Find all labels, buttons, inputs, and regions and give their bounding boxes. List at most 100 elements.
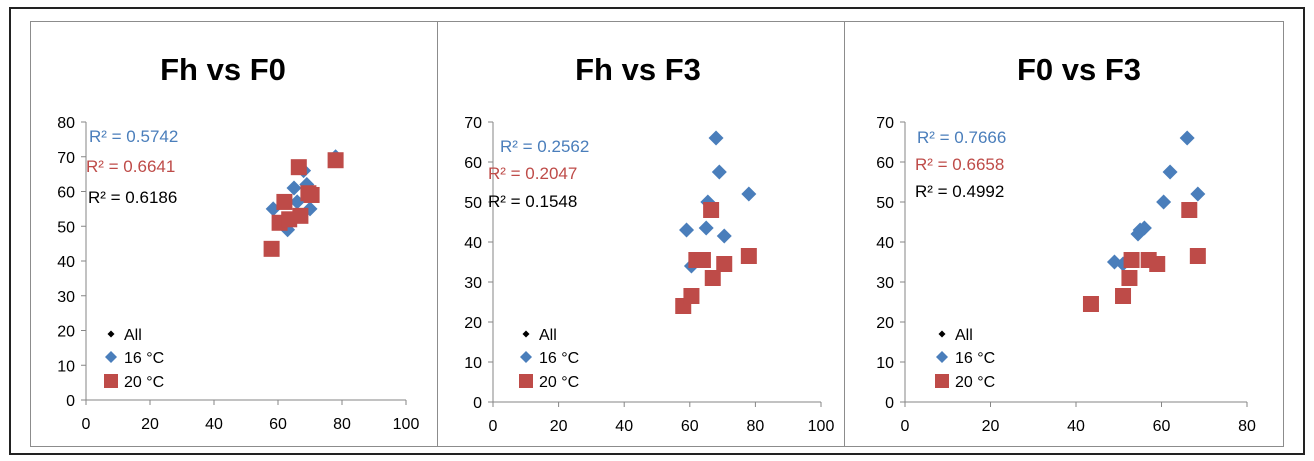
- x-tick-label: 100: [808, 418, 835, 435]
- x-tick-label: 80: [333, 416, 351, 433]
- r-squared-label: R² = 0.6186: [88, 188, 177, 207]
- y-tick-label: 0: [473, 395, 482, 412]
- legend-marker-20c: [104, 374, 118, 388]
- data-point-16c: [265, 201, 281, 217]
- legend-label: All: [539, 327, 557, 344]
- legend-label: 16 °C: [539, 350, 579, 367]
- data-point-16c: [1162, 164, 1178, 180]
- data-point-20c: [740, 248, 757, 264]
- legend-label: 16 °C: [124, 350, 164, 367]
- legend-marker-all: [938, 330, 946, 338]
- r-squared-label: R² = 0.4992: [915, 182, 1004, 201]
- x-tick-label: 100: [393, 416, 420, 433]
- y-tick-label: 40: [464, 235, 482, 252]
- data-point-16c: [286, 180, 302, 196]
- data-point-16c: [711, 164, 727, 180]
- y-tick-label: 10: [57, 358, 75, 375]
- legend-label: All: [955, 327, 973, 344]
- chart-panel-fh-vs-f0: Fh vs F0 0 10 20 30 40 50 60 70 80 0 20 40 60 80 100 R² …: [30, 21, 438, 447]
- data-point-20c: [292, 207, 309, 224]
- y-tick-label: 30: [876, 275, 894, 292]
- chart-f0-vs-f3: F0 vs F3 0 10 20 30 40 50 60 70 0 20 40 60 80 R² = 0.7…: [876, 52, 1256, 435]
- r-squared-label: R² = 0.2562: [500, 137, 589, 156]
- data-point-16c: [1156, 194, 1172, 210]
- x-tick-label: 20: [141, 416, 159, 433]
- data-point-20c: [1181, 202, 1198, 218]
- legend-label: 20 °C: [124, 374, 164, 391]
- x-tick-label: 40: [615, 418, 633, 435]
- figure-frame: Fh vs F0 0 10 20 30 40 50 60 70 80 0 20 40 60 80 100 R² …: [9, 7, 1305, 455]
- data-point-20c: [290, 159, 307, 176]
- y-tick-label: 40: [876, 235, 894, 252]
- x-tick-label: 80: [1238, 418, 1256, 435]
- data-point-20c: [716, 256, 733, 272]
- y-tick-label: 0: [66, 393, 75, 410]
- y-tick-label: 20: [57, 324, 75, 341]
- data-point-16c: [679, 222, 695, 238]
- data-point-16c: [1136, 220, 1152, 236]
- x-tick-label: 60: [269, 416, 287, 433]
- y-tick-label: 30: [464, 275, 482, 292]
- legend-marker-20c: [935, 374, 949, 388]
- data-point-20c: [263, 240, 280, 257]
- data-point-20c: [1121, 270, 1138, 286]
- data-point-20c: [327, 152, 344, 169]
- r-squared-label: R² = 0.2047: [488, 164, 577, 183]
- y-tick-label: 70: [876, 115, 894, 132]
- y-tick-label: 50: [464, 195, 482, 212]
- y-tick-label: 50: [57, 219, 75, 236]
- r-squared-label: R² = 0.6641: [86, 157, 175, 176]
- y-tick-label: 10: [876, 355, 894, 372]
- y-tick-label: 20: [464, 315, 482, 332]
- x-tick-label: 40: [205, 416, 223, 433]
- chart-panel-fh-vs-f3: Fh vs F3 0 10 20 30 40 50 60 70 0 20 40 60 80 100 R² = …: [437, 21, 845, 447]
- legend-label: 16 °C: [955, 350, 995, 367]
- data-point-16c: [1115, 256, 1131, 272]
- chart-title: Fh vs F0: [160, 52, 286, 87]
- data-point-20c: [1149, 256, 1166, 272]
- r-squared-label: R² = 0.6658: [915, 155, 1004, 174]
- chart-fh-vs-f0: Fh vs F0 0 10 20 30 40 50 60 70 80 0 20 40 60 80 100 R² …: [57, 52, 420, 433]
- y-tick-label: 60: [57, 185, 75, 202]
- y-tick-label: 10: [464, 355, 482, 372]
- r-squared-label: R² = 0.7666: [917, 128, 1006, 147]
- y-tick-label: 30: [57, 289, 75, 306]
- x-tick-label: 0: [901, 418, 910, 435]
- data-point-16c: [708, 130, 724, 146]
- data-point-20c: [694, 252, 711, 268]
- legend-label: All: [124, 327, 142, 344]
- chart-title: Fh vs F3: [575, 52, 701, 87]
- legend-label: 20 °C: [539, 374, 579, 391]
- legend-marker-20c: [519, 374, 533, 388]
- legend-marker-16c: [520, 351, 532, 363]
- data-point-20c: [703, 202, 720, 218]
- y-tick-label: 60: [876, 155, 894, 172]
- data-point-20c: [683, 288, 700, 304]
- data-point-20c: [1115, 288, 1132, 304]
- y-tick-label: 80: [57, 115, 75, 132]
- x-tick-label: 80: [747, 418, 765, 435]
- data-point-16c: [716, 228, 732, 244]
- y-tick-label: 70: [57, 150, 75, 167]
- y-tick-label: 50: [876, 195, 894, 212]
- x-tick-label: 0: [489, 418, 498, 435]
- data-point-20c: [1189, 248, 1206, 264]
- y-tick-label: 70: [464, 115, 482, 132]
- chart-panel-f0-vs-f3: F0 vs F3 0 10 20 30 40 50 60 70 0 20 40 60 80 R² = 0.7…: [844, 21, 1284, 447]
- data-point-20c: [1123, 252, 1140, 268]
- x-tick-label: 60: [1153, 418, 1171, 435]
- data-point-20c: [303, 186, 320, 203]
- x-tick-label: 60: [681, 418, 699, 435]
- y-tick-label: 20: [876, 315, 894, 332]
- legend-label: 20 °C: [955, 374, 995, 391]
- data-point-16c: [1190, 186, 1206, 202]
- legend-marker-16c: [105, 351, 117, 363]
- y-tick-label: 0: [885, 395, 894, 412]
- legend-marker-all: [522, 330, 530, 338]
- data-point-16c: [741, 186, 757, 202]
- x-tick-label: 20: [550, 418, 568, 435]
- data-point-20c: [1082, 296, 1099, 312]
- data-point-16c: [1179, 130, 1195, 146]
- y-tick-label: 60: [464, 155, 482, 172]
- legend-marker-all: [107, 330, 115, 338]
